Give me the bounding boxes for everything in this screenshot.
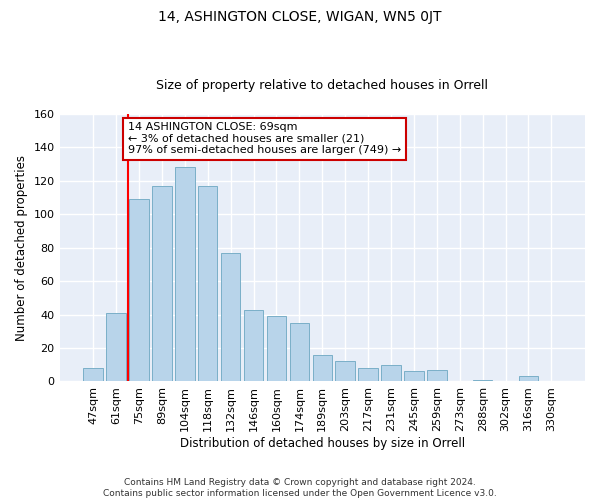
Bar bbox=[198, 186, 217, 382]
Bar bbox=[473, 380, 493, 382]
Bar bbox=[244, 310, 263, 382]
Bar bbox=[152, 186, 172, 382]
Bar bbox=[519, 376, 538, 382]
Text: Contains HM Land Registry data © Crown copyright and database right 2024.
Contai: Contains HM Land Registry data © Crown c… bbox=[103, 478, 497, 498]
Text: 14 ASHINGTON CLOSE: 69sqm
← 3% of detached houses are smaller (21)
97% of semi-d: 14 ASHINGTON CLOSE: 69sqm ← 3% of detach… bbox=[128, 122, 401, 155]
X-axis label: Distribution of detached houses by size in Orrell: Distribution of detached houses by size … bbox=[180, 437, 465, 450]
Text: 14, ASHINGTON CLOSE, WIGAN, WN5 0JT: 14, ASHINGTON CLOSE, WIGAN, WN5 0JT bbox=[158, 10, 442, 24]
Bar bbox=[427, 370, 446, 382]
Bar bbox=[221, 252, 241, 382]
Bar bbox=[290, 323, 309, 382]
Bar bbox=[267, 316, 286, 382]
Bar bbox=[106, 313, 126, 382]
Bar bbox=[358, 368, 378, 382]
Bar bbox=[335, 362, 355, 382]
Bar bbox=[83, 368, 103, 382]
Title: Size of property relative to detached houses in Orrell: Size of property relative to detached ho… bbox=[156, 79, 488, 92]
Bar bbox=[175, 168, 194, 382]
Y-axis label: Number of detached properties: Number of detached properties bbox=[15, 154, 28, 340]
Bar bbox=[313, 354, 332, 382]
Bar bbox=[381, 364, 401, 382]
Bar bbox=[404, 372, 424, 382]
Bar bbox=[129, 200, 149, 382]
